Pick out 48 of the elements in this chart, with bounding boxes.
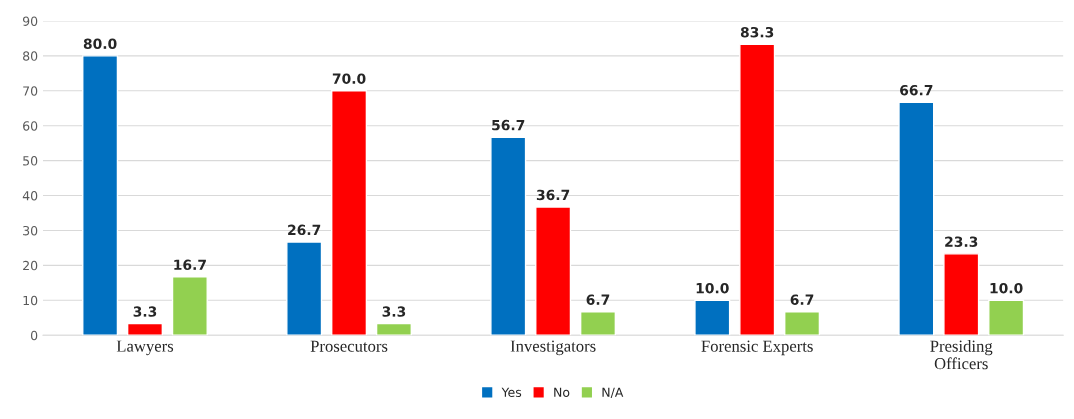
y-tick-label: 40 [22, 191, 38, 201]
bar [739, 43, 776, 336]
bar [535, 206, 572, 336]
data-label: 66.7 [900, 84, 933, 96]
bar [490, 136, 527, 336]
bar [694, 299, 731, 336]
data-label: 6.7 [790, 294, 814, 305]
y-tick-label: 30 [23, 225, 38, 236]
bar [898, 101, 935, 336]
bar [988, 299, 1025, 336]
bar [82, 55, 119, 336]
data-label: 3.3 [133, 306, 157, 317]
data-label: 26.7 [288, 224, 321, 236]
y-tick-label: 50 [23, 156, 38, 166]
bar [331, 90, 368, 336]
y-tick-label: 0 [30, 330, 38, 341]
x-tick-label: Forensic Experts [701, 340, 813, 356]
x-tick-label: Investigators [510, 340, 596, 356]
y-tick-label: 20 [23, 260, 38, 271]
data-label: 10.0 [990, 282, 1023, 294]
data-label: 80.0 [83, 38, 117, 50]
legend-label: Yes [501, 387, 522, 397]
x-tick-label: Presiding Officers [930, 340, 993, 370]
bar [375, 322, 412, 336]
bar [171, 276, 208, 336]
legend-label: N/A [602, 387, 624, 398]
data-label: 16.7 [174, 259, 206, 271]
y-tick-label: 60 [23, 121, 38, 131]
data-label: 10.0 [696, 282, 729, 294]
x-tick-label: Lawyers [116, 340, 174, 356]
legend-label: No [554, 387, 570, 397]
bar [784, 311, 821, 336]
data-label: 6.7 [586, 294, 610, 305]
data-label: 70.0 [332, 73, 366, 84]
bar [579, 311, 617, 336]
y-tick-label: 70 [23, 86, 38, 96]
data-label: 23.3 [945, 236, 978, 247]
y-tick-label: 10 [23, 295, 38, 306]
data-label: 3.3 [382, 306, 406, 317]
data-label: 36.7 [536, 189, 570, 201]
bar [126, 322, 164, 336]
bar [286, 241, 323, 336]
y-tick-label: 90 [22, 16, 38, 26]
data-label: 83.3 [740, 26, 774, 38]
x-tick-label: Prosecutors [310, 340, 388, 352]
y-tick-label: 80 [23, 51, 38, 61]
data-label: 56.7 [492, 119, 525, 131]
bar [943, 253, 980, 336]
